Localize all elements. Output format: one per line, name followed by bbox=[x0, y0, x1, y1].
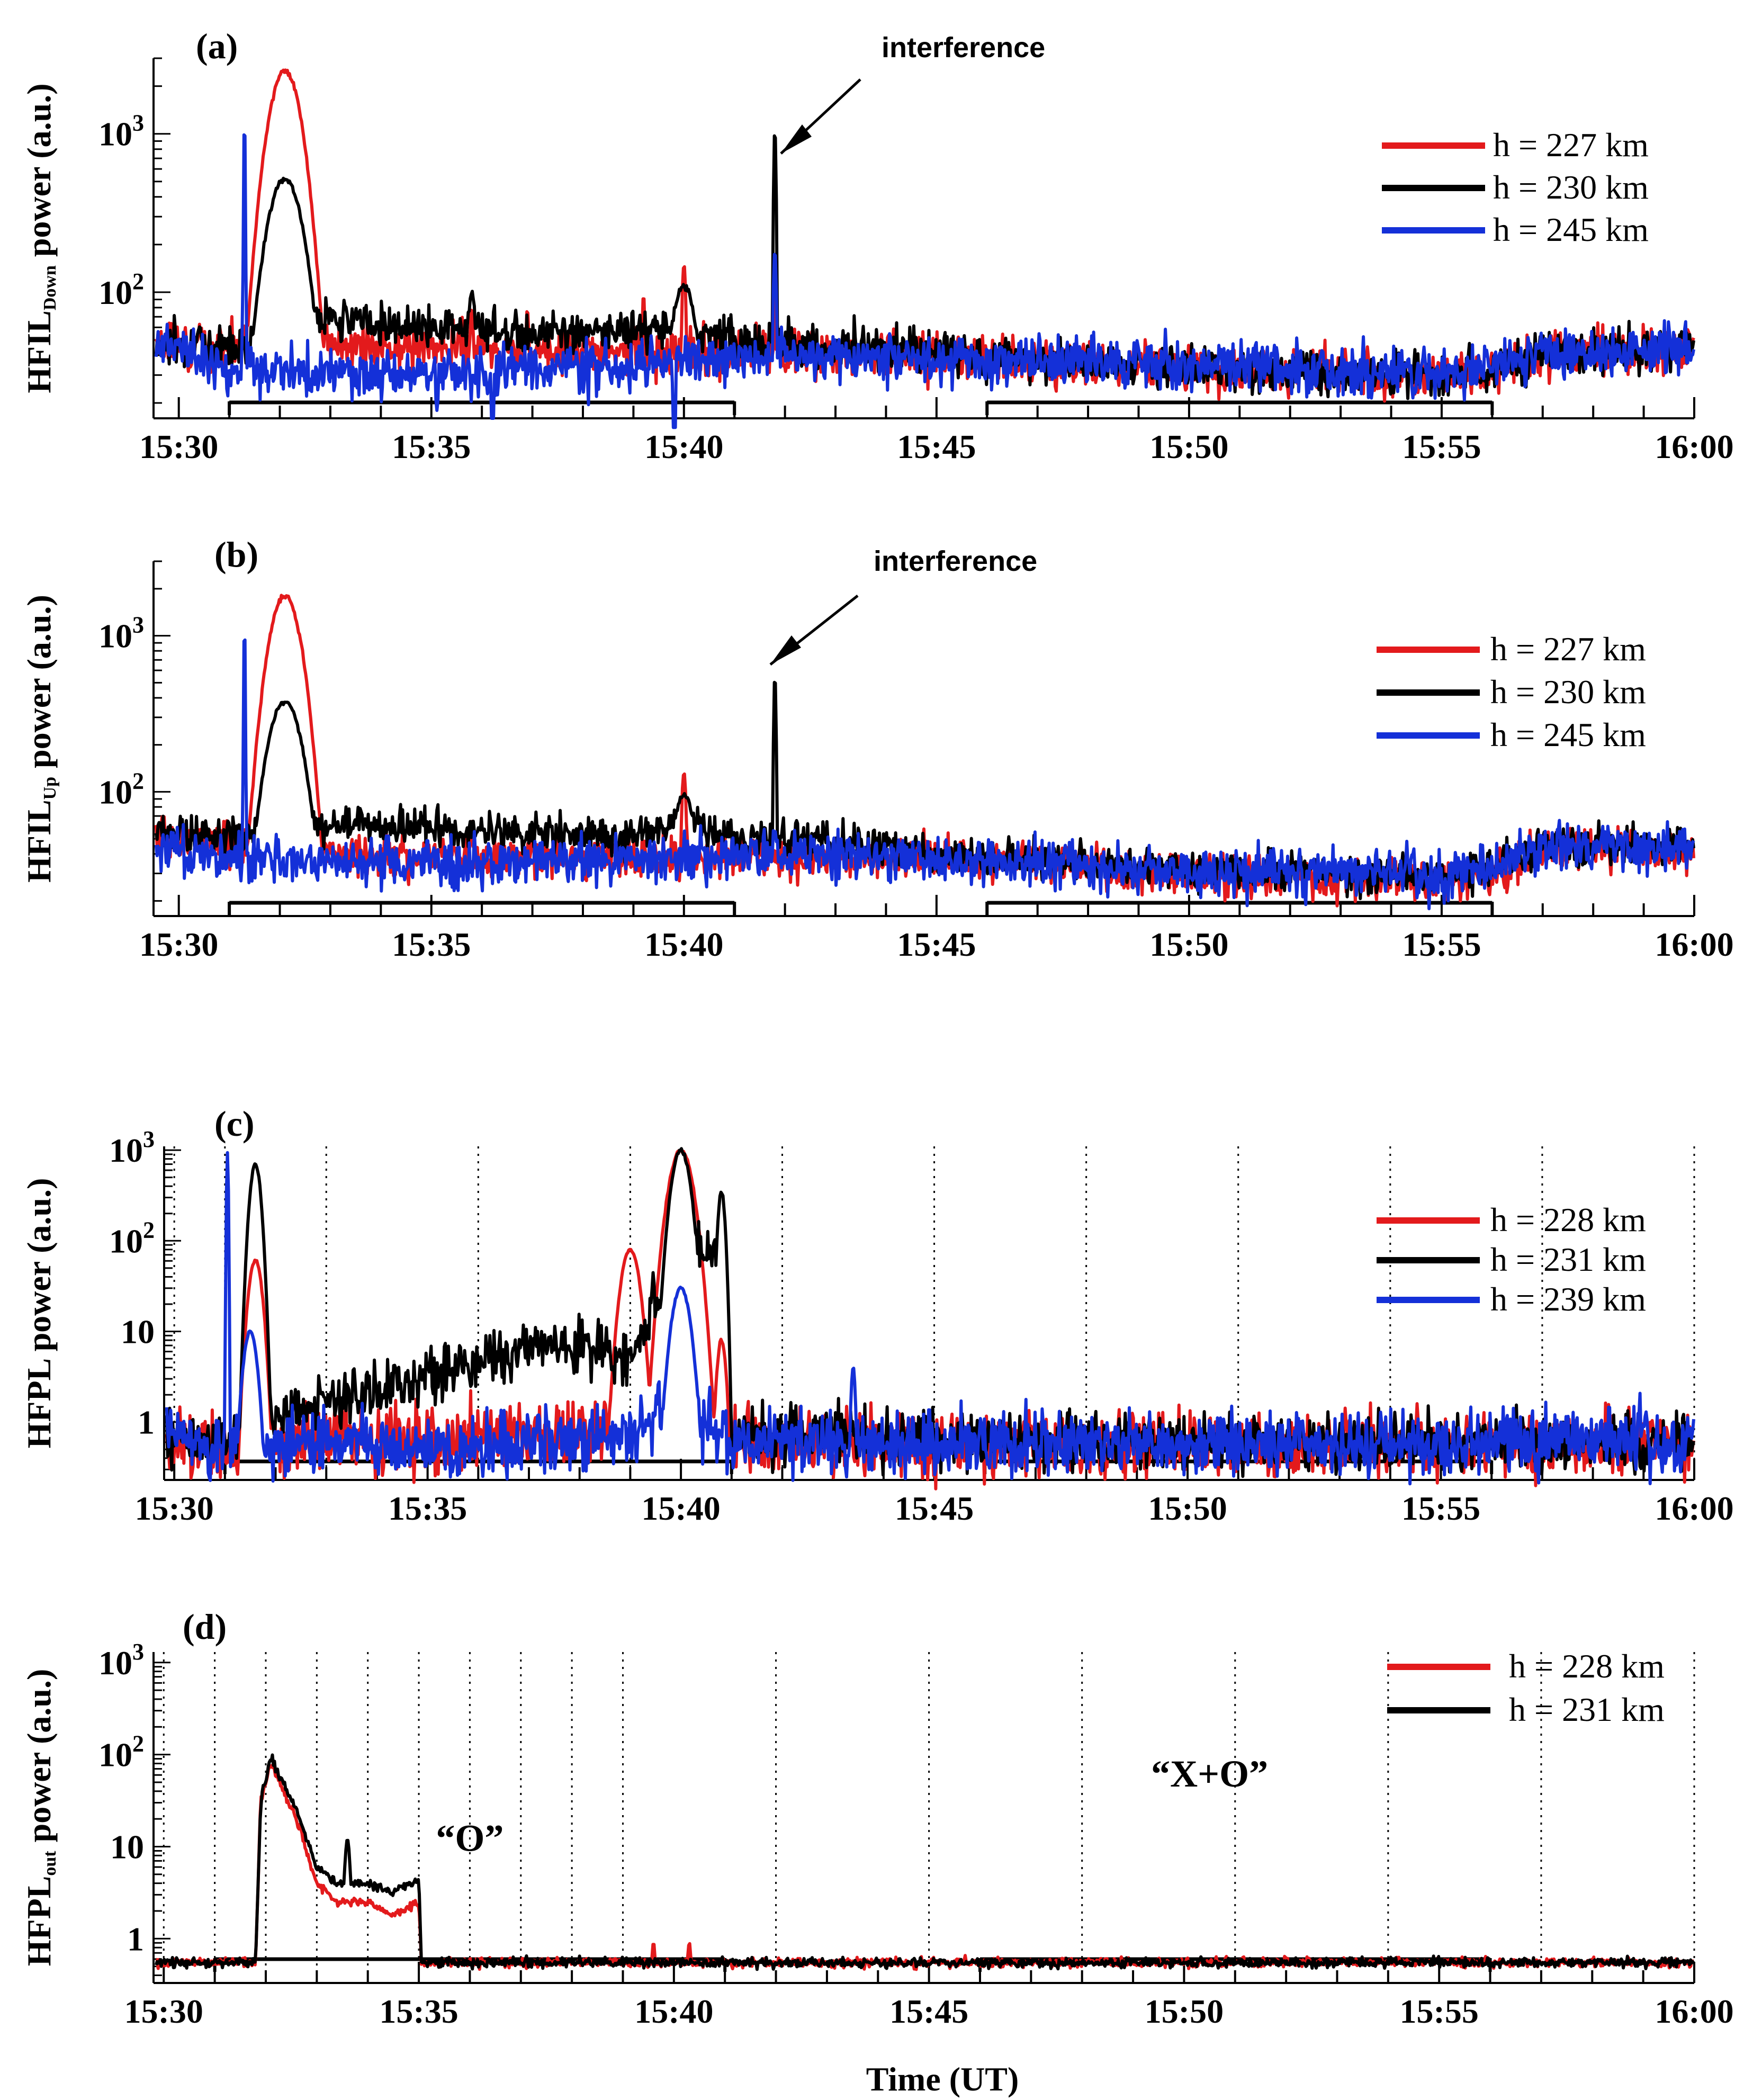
panel-d-label: (d) bbox=[183, 1607, 227, 1647]
panel-c-legend-3: h = 239 km bbox=[1490, 1280, 1646, 1318]
series-line-blue bbox=[165, 1151, 1695, 1486]
y-axis-title: HFPLout power (a.u.) bbox=[20, 1669, 60, 1967]
x-tick-label: 15:45 bbox=[897, 428, 976, 465]
annotation-arrowhead bbox=[770, 635, 801, 665]
mode-label: “O” bbox=[436, 1817, 504, 1859]
panel-a-label: (a) bbox=[196, 26, 238, 66]
panel-b-label: (b) bbox=[214, 534, 258, 575]
y-axis-title: HFPL power (a.u.) bbox=[20, 1178, 58, 1449]
x-tick-label: 15:35 bbox=[392, 926, 471, 963]
mode-label: “X+O” bbox=[1151, 1753, 1268, 1795]
series-line-blue bbox=[154, 133, 1695, 429]
x-tick-label: 15:45 bbox=[895, 1489, 974, 1527]
x-tick-label: 15:30 bbox=[139, 428, 218, 465]
series-line-black bbox=[154, 1753, 1695, 1971]
panel-d: (d) h = 228 km h = 231 km Time (UT) 15:3… bbox=[20, 1607, 1734, 2098]
x-tick-label: 15:50 bbox=[1145, 1993, 1224, 2030]
panel-b-legend-3: h = 245 km bbox=[1490, 716, 1646, 753]
panel-c-legend-1: h = 228 km bbox=[1490, 1201, 1646, 1239]
panel-b-legend-2: h = 230 km bbox=[1490, 673, 1646, 711]
x-tick-label: 15:40 bbox=[641, 1489, 720, 1527]
y-tick-label: 102 bbox=[98, 268, 144, 311]
x-tick-label: 15:30 bbox=[139, 926, 218, 963]
y-tick-label: 103 bbox=[109, 1126, 155, 1169]
panel-c-legend-2: h = 231 km bbox=[1490, 1241, 1646, 1278]
x-tick-label: 15:30 bbox=[124, 1993, 203, 2030]
x-tick-label: 15:55 bbox=[1402, 926, 1481, 963]
y-axis-title: HFILDown power (a.u.) bbox=[20, 83, 60, 393]
x-tick-label: 15:40 bbox=[644, 926, 723, 963]
y-tick-label: 103 bbox=[98, 612, 144, 655]
x-tick-label: 16:00 bbox=[1655, 428, 1733, 465]
x-tick-label: 15:45 bbox=[897, 926, 976, 963]
panel-a: (a) interference h = 227 km h = 230 km h… bbox=[20, 26, 1734, 465]
x-tick-label: 15:55 bbox=[1401, 1489, 1480, 1527]
x-tick-label: 15:55 bbox=[1402, 428, 1481, 465]
x-tick-label: 16:00 bbox=[1655, 1993, 1733, 2030]
series-line-red bbox=[155, 1764, 1695, 1971]
panel-a-legend-3: h = 245 km bbox=[1493, 211, 1649, 248]
panel-b-legend-1: h = 227 km bbox=[1490, 630, 1646, 668]
y-tick-label: 10 bbox=[121, 1313, 155, 1351]
panel-d-legend-1: h = 228 km bbox=[1509, 1647, 1665, 1685]
panel-a-legend-2: h = 230 km bbox=[1493, 168, 1649, 206]
x-tick-label: 15:50 bbox=[1148, 1489, 1227, 1527]
panel-c: (c) h = 228 km h = 231 km h = 239 km 15:… bbox=[20, 1103, 1734, 1527]
y-tick-label: 10 bbox=[110, 1828, 144, 1865]
x-tick-label: 16:00 bbox=[1655, 926, 1733, 963]
y-tick-label: 103 bbox=[98, 110, 144, 153]
y-tick-label: 1 bbox=[127, 1920, 144, 1958]
panel-d-legend-2: h = 231 km bbox=[1509, 1691, 1665, 1728]
x-tick-label: 15:40 bbox=[644, 428, 723, 465]
x-tick-label: 15:35 bbox=[392, 428, 471, 465]
x-axis-title: Time (UT) bbox=[866, 2060, 1019, 2098]
x-tick-label: 15:50 bbox=[1149, 428, 1228, 465]
x-tick-label: 15:45 bbox=[889, 1993, 968, 2030]
y-tick-label: 102 bbox=[98, 768, 144, 811]
series-line-blue bbox=[154, 638, 1695, 911]
y-tick-label: 102 bbox=[98, 1731, 144, 1774]
x-tick-label: 15:35 bbox=[379, 1993, 458, 2030]
y-tick-label: 103 bbox=[98, 1639, 144, 1682]
panel-b: (b) interference h = 227 km h = 230 km h… bbox=[20, 534, 1734, 963]
panel-c-label: (c) bbox=[214, 1103, 254, 1144]
panel-a-annotation: interference bbox=[882, 32, 1045, 64]
panel-a-legend-1: h = 227 km bbox=[1493, 126, 1649, 164]
x-tick-label: 15:55 bbox=[1400, 1993, 1479, 2030]
annotation-arrowhead bbox=[781, 124, 812, 154]
y-axis-title: HFILUp power (a.u.) bbox=[20, 595, 60, 883]
x-tick-label: 16:00 bbox=[1655, 1489, 1733, 1527]
y-tick-label: 102 bbox=[109, 1217, 155, 1260]
x-tick-label: 15:50 bbox=[1149, 926, 1228, 963]
y-tick-label: 1 bbox=[138, 1404, 155, 1441]
x-tick-label: 15:40 bbox=[634, 1993, 713, 2030]
x-tick-label: 15:30 bbox=[134, 1489, 213, 1527]
x-tick-label: 15:35 bbox=[388, 1489, 467, 1527]
panel-b-annotation: interference bbox=[874, 545, 1037, 577]
